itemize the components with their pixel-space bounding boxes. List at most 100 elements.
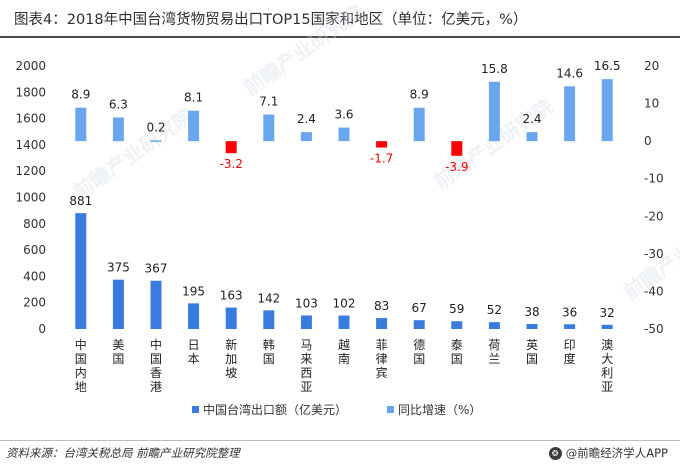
category-label: 日本 [188,338,200,366]
export-value-label: 881 [69,194,92,208]
category-label: 荷兰 [488,338,500,366]
export-value-label: 32 [600,306,615,320]
category-label: 新加坡 [225,337,237,380]
export-value-label: 83 [374,299,389,313]
watermark-text: 前瞻产业研究院 [69,104,197,204]
right-axis: -50 -40 -30 -20 -10 0 10 20 [644,59,664,336]
left-axis-tick-label: 600 [23,243,46,257]
export-bar [263,310,275,329]
source-note: 资料来源：台湾关税总局 前瞻产业研究院整理 [6,446,240,460]
export-value-label: 375 [107,261,130,275]
category-label: 印度 [564,338,576,366]
growth-value-label: 7.1 [259,94,278,108]
watermark-text: 前瞻产业研究院 [239,0,367,100]
footer-divider [0,440,680,441]
export-value-label: 52 [487,303,502,317]
category-label: 马来西亚 [300,338,312,394]
left-axis-tick-label: 1600 [15,112,46,126]
category-label: 德国 [413,337,425,366]
qianzhan-logo-icon: ❂ [548,446,562,460]
export-value-label: 195 [182,284,205,298]
category-label: 美国 [112,338,124,366]
export-value-label: 142 [257,291,280,305]
chart-title: 图表4：2018年中国台湾货物贸易出口TOP15国家和地区（单位：亿美元，%） [14,12,528,28]
export-value-label: 36 [562,305,577,319]
growth-value-label: 2.4 [297,112,316,126]
growth-bar [564,86,576,142]
export-bar-series: 881 375 367 195 163 142 103 102 83 67 59 52 38 36 32 [69,194,615,329]
growth-bar-series: 8.9 6.3 0.2 8.1 -3.2 7.1 2.4 3.6 -1.7 8.9 -3.9 15.8… [71,59,620,174]
export-bar [75,213,87,329]
brand-credit: ❂ @前瞻经济学人APP [548,445,668,461]
export-value-label: 163 [220,289,243,303]
growth-value-label: 3.6 [334,108,353,122]
export-value-label: 367 [145,262,168,276]
right-axis-tick-label: -30 [644,247,664,261]
left-axis-tick-label: 1000 [15,191,46,205]
growth-value-label: 0.2 [146,120,165,134]
category-label: 韩国 [263,337,275,366]
right-axis-tick-label: 20 [644,59,659,73]
right-axis-tick-label: -50 [644,322,664,336]
left-axis-tick-label: 2000 [15,59,46,73]
growth-bar [75,107,87,142]
growth-bar [188,110,200,142]
growth-bar [376,141,388,148]
export-bar [601,324,613,329]
growth-value-label: 8.9 [410,88,429,102]
legend-swatch-export [192,406,199,413]
left-axis-tick-label: 800 [23,217,46,231]
right-axis-tick-label: -40 [644,284,664,298]
growth-bar [488,81,500,142]
right-axis-tick-label: 0 [644,134,652,148]
legend: 中国台湾出口额（亿美元） 同比增速（%） [192,402,481,417]
left-axis-tick-label: 1200 [15,164,46,178]
export-bar [376,318,388,329]
export-bar [300,315,312,329]
title-divider [0,36,680,38]
brand-text: @前瞻经济学人APP [565,446,668,460]
left-axis-tick-label: 200 [23,296,46,310]
legend-label-export: 中国台湾出口额（亿美元） [203,402,347,417]
growth-bar [451,141,463,156]
growth-bar [263,114,275,142]
growth-value-label: -1.7 [370,152,393,166]
growth-bar [601,79,613,142]
left-axis-tick-label: 1400 [15,138,46,152]
right-axis-tick-label: -20 [644,209,664,223]
category-label: 泰国 [451,338,463,366]
category-label: 中国香港 [150,337,162,394]
export-bar [225,307,237,329]
export-bar [150,280,162,329]
export-value-label: 103 [295,296,318,310]
export-bar [413,320,425,329]
category-label: 英国 [526,338,538,366]
growth-value-label: -3.9 [445,160,468,174]
growth-value-label: 2.4 [522,112,541,126]
export-value-label: 59 [449,302,464,316]
export-bar [451,321,463,329]
export-bar [526,324,538,329]
category-label: 菲律宾 [376,338,388,380]
growth-value-label: -3.2 [219,157,242,171]
left-axis-tick-label: 400 [23,269,46,283]
legend-label-growth: 同比增速（%） [398,403,481,417]
growth-bar [413,107,425,142]
left-axis: 0 200 400 600 800 1000 1200 1400 1600 1800 2000 [15,59,46,336]
category-label: 澳大利亚 [601,338,613,394]
left-axis-tick-label: 1800 [15,85,46,99]
export-bar [112,279,124,329]
growth-bar [225,141,237,154]
export-bar [564,324,576,329]
export-value-label: 38 [524,305,539,319]
growth-value-label: 6.3 [109,97,128,111]
export-bar [488,322,500,329]
export-value-label: 102 [333,297,356,311]
right-axis-tick-label: -10 [644,172,664,186]
export-value-label: 67 [412,301,427,315]
growth-bar [150,140,162,142]
growth-value-label: 8.1 [184,91,203,105]
